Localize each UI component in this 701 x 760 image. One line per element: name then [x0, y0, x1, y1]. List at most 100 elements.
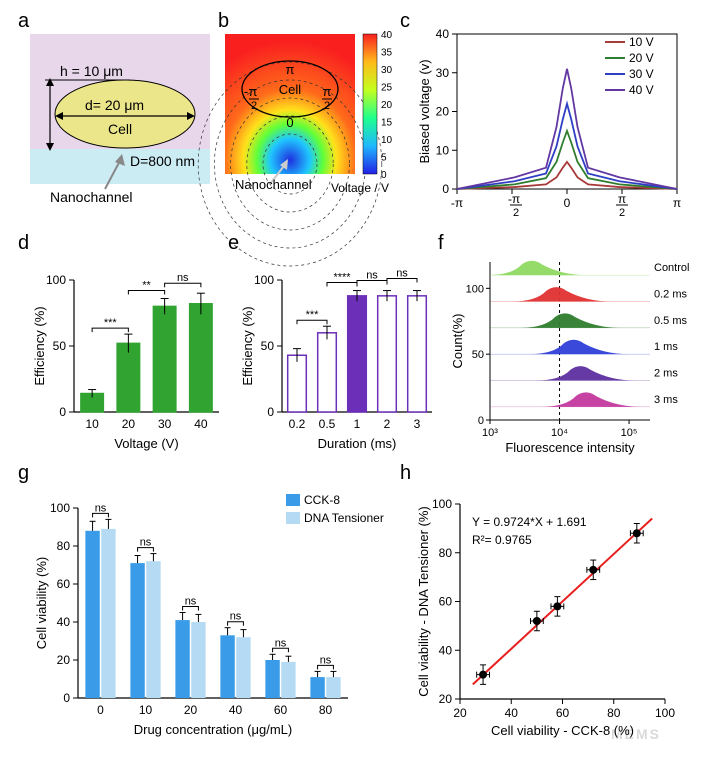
panel-c: -π-π20π2π01020304010 V20 V30 V40 VBiased… — [415, 24, 690, 224]
panel-d: 05010010203040*****nsEfficiency (%)Volta… — [30, 254, 225, 454]
label-e: e — [228, 232, 239, 255]
svg-text:10⁴: 10⁴ — [551, 427, 568, 439]
svg-text:100: 100 — [466, 283, 484, 295]
svg-text:Control: Control — [654, 262, 689, 274]
svg-text:30: 30 — [436, 66, 450, 80]
svg-text:40: 40 — [505, 706, 519, 720]
svg-text:100: 100 — [46, 273, 66, 287]
svg-text:30 V: 30 V — [629, 67, 654, 81]
label-b: b — [218, 10, 229, 33]
svg-text:5: 5 — [381, 153, 387, 164]
diagram-a: h = 10 μmd= 20 μmCellD=800 nmNanochannel — [30, 34, 210, 214]
svg-text:40: 40 — [57, 615, 71, 629]
svg-text:Y = 0.9724*X + 1.691: Y = 0.9724*X + 1.691 — [472, 515, 587, 529]
svg-text:60: 60 — [274, 703, 288, 717]
svg-text:80: 80 — [439, 546, 453, 560]
svg-text:80: 80 — [607, 706, 621, 720]
svg-text:2: 2 — [324, 100, 330, 112]
svg-text:35: 35 — [381, 48, 393, 59]
svg-text:π: π — [323, 84, 332, 99]
svg-text:2 ms: 2 ms — [654, 368, 678, 380]
svg-text:Drug concentration (μg/mL): Drug concentration (μg/mL) — [134, 722, 293, 737]
svg-text:Voltage / V: Voltage / V — [331, 181, 389, 195]
heatmap-b: πCellπ-2π20Nanochannel4035302520151050Vo… — [225, 34, 400, 214]
svg-text:10: 10 — [139, 703, 153, 717]
svg-text:2: 2 — [251, 100, 257, 112]
svg-text:R²= 0.9765: R²= 0.9765 — [472, 533, 532, 547]
svg-text:ns: ns — [177, 272, 189, 284]
svg-text:15: 15 — [381, 118, 393, 129]
svg-text:2: 2 — [513, 207, 519, 219]
svg-text:Duration (ms): Duration (ms) — [318, 436, 397, 451]
svg-text:0.5: 0.5 — [319, 417, 336, 431]
svg-text:π: π — [286, 62, 295, 77]
svg-text:ns: ns — [366, 270, 378, 282]
svg-text:100: 100 — [50, 501, 70, 515]
svg-text:Count(%): Count(%) — [450, 314, 465, 369]
svg-text:Voltage (V): Voltage (V) — [114, 436, 178, 451]
svg-text:ns: ns — [140, 537, 152, 549]
svg-text:10⁵: 10⁵ — [621, 427, 638, 439]
svg-text:60: 60 — [439, 595, 453, 609]
svg-text:40 V: 40 V — [629, 83, 654, 97]
svg-text:1 ms: 1 ms — [654, 341, 678, 353]
svg-text:40: 40 — [194, 417, 208, 431]
svg-text:0: 0 — [267, 405, 274, 419]
svg-text:40: 40 — [436, 27, 450, 41]
label-f: f — [438, 232, 444, 255]
panel-a: h = 10 μmd= 20 μmCellD=800 nmNanochannel — [30, 34, 210, 214]
svg-text:10: 10 — [85, 417, 99, 431]
svg-text:-π: -π — [451, 196, 463, 210]
svg-text:0: 0 — [564, 196, 571, 210]
svg-text:Nanochannel: Nanochannel — [50, 189, 133, 205]
svg-text:3: 3 — [414, 417, 421, 431]
chart-e: 0501000.20.5123*******nsnsEfficiency (%)… — [238, 254, 438, 454]
svg-text:25: 25 — [381, 83, 393, 94]
panel-h: 2040608010020406080100Y = 0.9724*X + 1.6… — [412, 488, 687, 743]
svg-text:20: 20 — [436, 105, 450, 119]
svg-text:100: 100 — [432, 497, 452, 511]
panel-f: 05010010³10⁴10⁵Control0.2 ms0.5 ms1 ms2 … — [450, 254, 695, 454]
panel-b: πCellπ-2π20Nanochannel4035302520151050Vo… — [225, 34, 400, 214]
label-g: g — [18, 462, 29, 485]
svg-text:20: 20 — [57, 653, 71, 667]
svg-text:Fluorescence intensity: Fluorescence intensity — [505, 440, 635, 455]
svg-text:-: - — [244, 84, 248, 99]
figure: a b c d e f g h h = 10 μmd= 20 μmCellD=8… — [0, 0, 701, 760]
svg-text:Cell: Cell — [108, 121, 132, 137]
svg-text:π: π — [512, 192, 520, 206]
label-c: c — [400, 10, 410, 33]
svg-text:Cell: Cell — [279, 82, 302, 97]
svg-text:0: 0 — [63, 691, 70, 705]
svg-text:10: 10 — [381, 135, 393, 146]
svg-text:0: 0 — [59, 405, 66, 419]
svg-text:0: 0 — [286, 115, 293, 130]
chart-g: 020406080100ns0ns10ns20ns40ns60ns80CCK-8… — [30, 488, 390, 743]
svg-text:0: 0 — [97, 703, 104, 717]
svg-text:π: π — [249, 84, 258, 99]
svg-text:0.5 ms: 0.5 ms — [654, 315, 688, 327]
svg-text:h = 10 μm: h = 10 μm — [60, 63, 123, 79]
svg-text:ns: ns — [95, 502, 107, 514]
panel-e: 0501000.20.5123*******nsnsEfficiency (%)… — [238, 254, 438, 454]
svg-text:Cell viability (%): Cell viability (%) — [34, 557, 49, 649]
svg-text:40: 40 — [439, 643, 453, 657]
chart-f: 05010010³10⁴10⁵Control0.2 ms0.5 ms1 ms2 … — [450, 254, 695, 454]
svg-text:DNA Tensioner: DNA Tensioner — [304, 511, 384, 525]
svg-text:100: 100 — [655, 706, 675, 720]
svg-text:Cell viability - DNA Tensioner: Cell viability - DNA Tensioner (%) — [416, 506, 431, 697]
svg-text:20 V: 20 V — [629, 51, 654, 65]
label-d: d — [18, 232, 29, 255]
svg-text:50: 50 — [472, 349, 484, 361]
watermark: MEMS — [611, 726, 661, 742]
svg-text:π: π — [618, 192, 626, 206]
svg-text:100: 100 — [254, 273, 274, 287]
svg-text:40: 40 — [381, 30, 393, 41]
svg-text:Efficiency (%): Efficiency (%) — [240, 306, 255, 385]
svg-text:20: 20 — [439, 692, 453, 706]
svg-text:Nanochannel: Nanochannel — [235, 177, 312, 192]
svg-text:***: *** — [104, 317, 118, 329]
svg-text:2: 2 — [384, 417, 391, 431]
svg-text:**: ** — [142, 279, 151, 291]
svg-text:60: 60 — [57, 577, 71, 591]
